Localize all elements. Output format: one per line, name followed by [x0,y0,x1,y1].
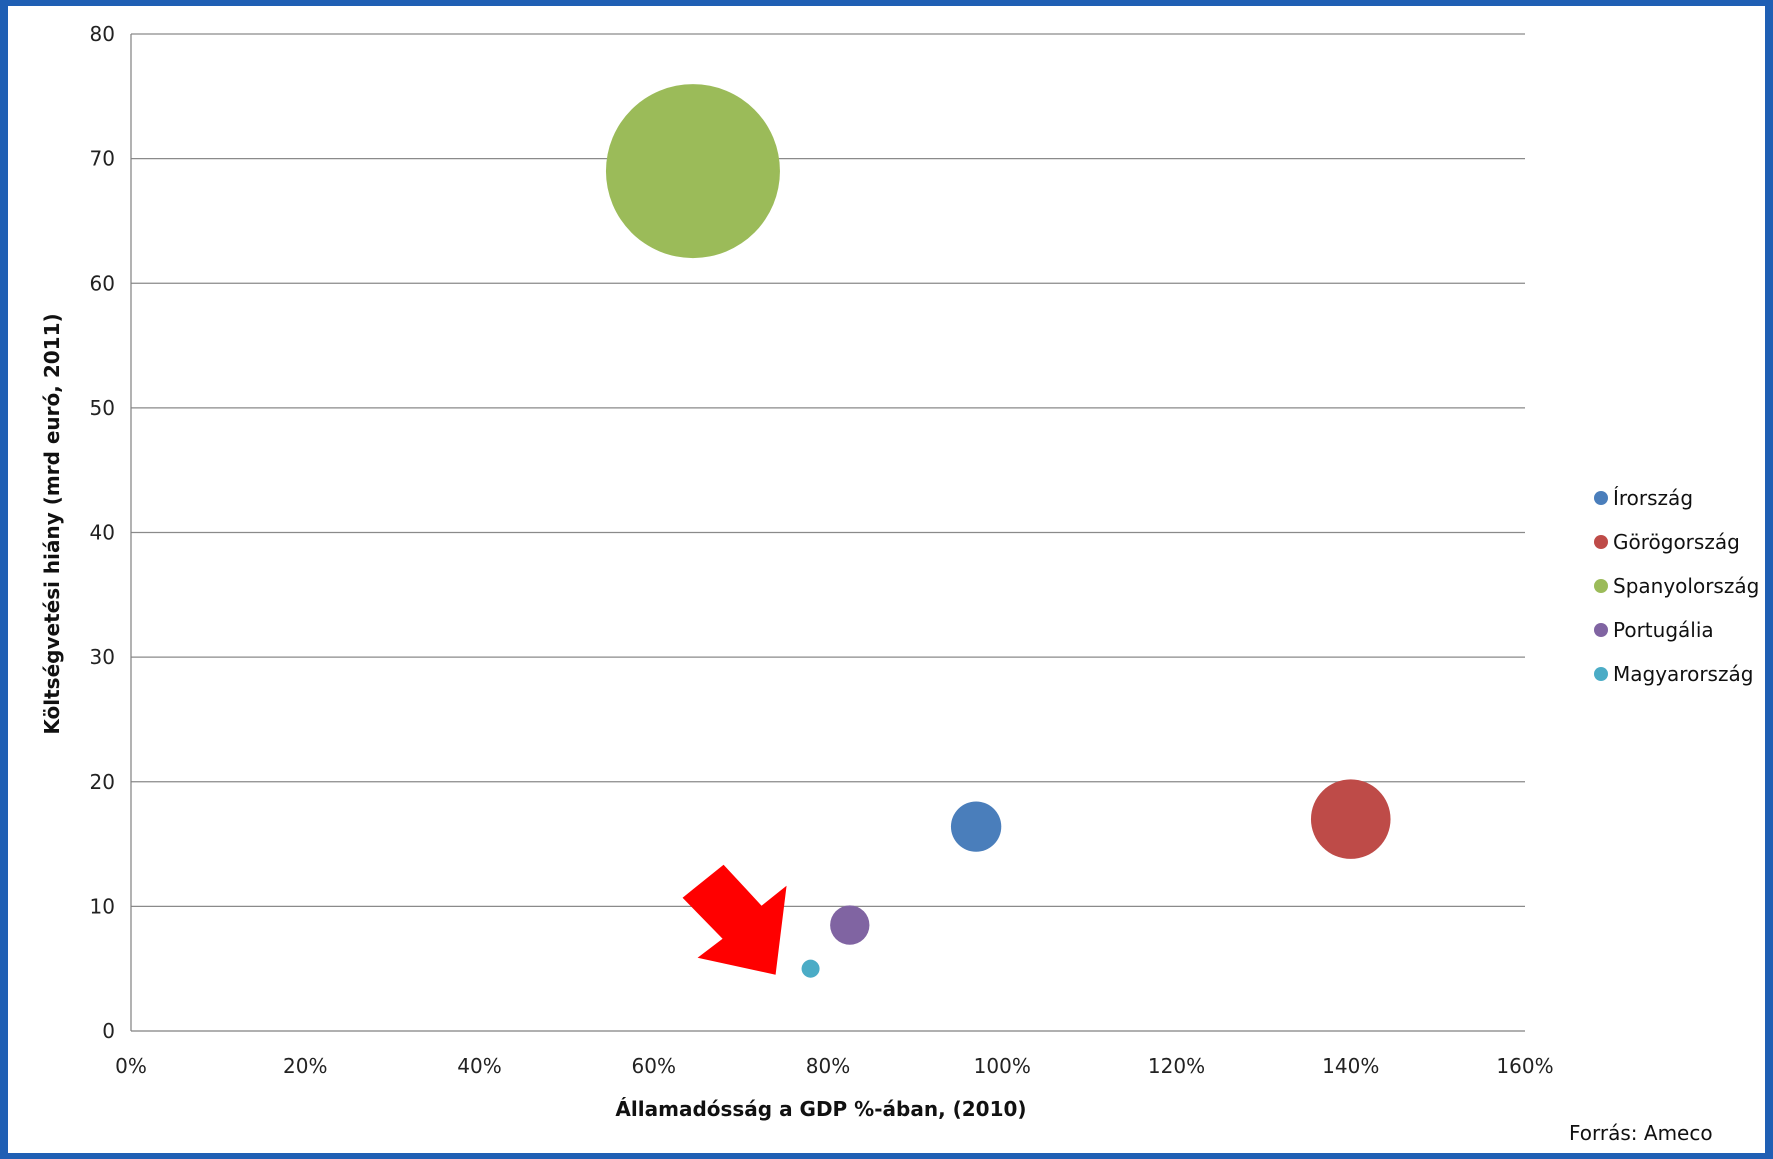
y-tick-label: 40 [90,521,115,545]
bubble-írország [950,801,1002,852]
x-tick-label: 120% [1148,1054,1205,1078]
legend-label: Portugália [1613,618,1714,642]
y-tick-labels: 0 10 20 30 40 50 60 70 80 [90,22,115,1043]
y-axis-title: Költségvetési hiány (mrd euró, 2011) [40,313,64,734]
bubble-chart: 0 10 20 30 40 50 60 70 80 0% 20% 40% 60% 80% 100% 120%… [40,22,1759,1145]
bubble-spanyolország [605,84,780,259]
x-tick-label: 40% [457,1054,501,1078]
gridlines [130,33,1525,1032]
legend-marker [1594,579,1608,593]
legend-label: Írország [1613,486,1693,510]
source-label: Forrás: Ameco [1569,1121,1713,1145]
y-tick-label: 0 [102,1019,115,1043]
x-tick-label: 20% [283,1054,327,1078]
y-tick-label: 10 [90,894,115,918]
bubble-görögország [1310,779,1391,859]
legend-label: Görögország [1613,530,1740,554]
legend: Írország Görögország Spanyolország Portugál… [1594,486,1759,686]
y-tick-label: 50 [90,396,115,420]
x-tick-label: 140% [1322,1054,1379,1078]
bubble-magyarország [801,959,820,978]
y-tick-label: 20 [90,770,115,794]
x-tick-label: 60% [632,1054,676,1078]
y-tick-label: 70 [90,147,115,171]
x-tick-label: 100% [974,1054,1031,1078]
x-tick-label: 80% [806,1054,850,1078]
x-tick-label: 160% [1496,1054,1553,1078]
y-tick-label: 80 [90,22,115,46]
legend-marker [1594,491,1608,505]
bubble-portugália [830,905,870,945]
x-axis-title: Államadósság a GDP %-ában, (2010) [615,1097,1026,1121]
x-tick-label: 0% [115,1054,147,1078]
legend-marker [1594,623,1608,637]
y-tick-label: 60 [90,271,115,295]
annotation [682,864,787,975]
legend-label: Magyarország [1613,662,1753,686]
bubbles [605,84,1391,978]
legend-marker [1594,667,1608,681]
y-tick-label: 30 [90,645,115,669]
legend-label: Spanyolország [1613,574,1759,598]
chart-frame: 0 10 20 30 40 50 60 70 80 0% 20% 40% 60% 80% 100% 120%… [8,6,1765,1153]
red-arrow-annotation [682,864,787,975]
legend-marker [1594,535,1608,549]
x-tick-labels: 0% 20% 40% 60% 80% 100% 120% 140% 160% [115,1054,1553,1078]
